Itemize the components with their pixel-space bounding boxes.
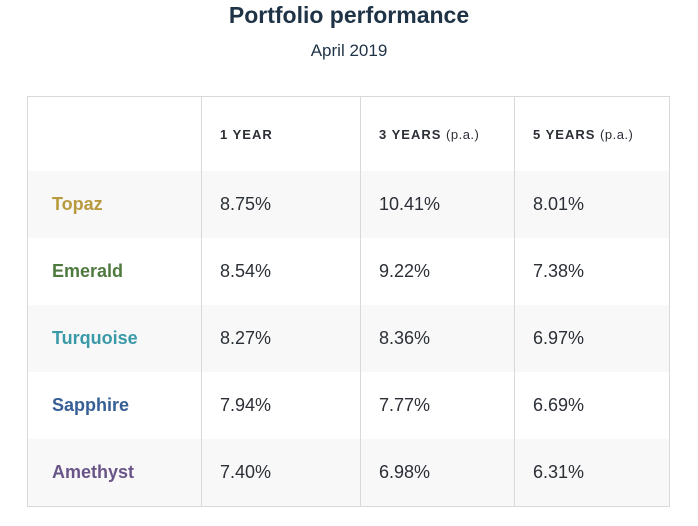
value-5-years: 8.01% bbox=[515, 171, 670, 238]
portfolio-name: Emerald bbox=[28, 238, 202, 305]
value-5-years: 6.97% bbox=[515, 305, 670, 372]
table-header-row: 1 YEAR 3 YEARS (p.a.) 5 YEARS (p.a.) bbox=[28, 97, 670, 172]
performance-table: 1 YEAR 3 YEARS (p.a.) 5 YEARS (p.a.) Top… bbox=[27, 96, 670, 507]
value-1-year: 8.27% bbox=[202, 305, 361, 372]
column-header-1-year: 1 YEAR bbox=[202, 97, 361, 172]
column-header-portfolio bbox=[28, 97, 202, 172]
value-1-year: 8.54% bbox=[202, 238, 361, 305]
value-5-years: 7.38% bbox=[515, 238, 670, 305]
value-5-years: 6.69% bbox=[515, 372, 670, 439]
value-5-years: 6.31% bbox=[515, 439, 670, 507]
portfolio-name: Turquoise bbox=[28, 305, 202, 372]
page-title: Portfolio performance bbox=[0, 2, 698, 29]
table-row: Turquoise 8.27% 8.36% 6.97% bbox=[28, 305, 670, 372]
column-header-3-years: 3 YEARS (p.a.) bbox=[361, 97, 515, 172]
value-3-years: 7.77% bbox=[361, 372, 515, 439]
value-3-years: 9.22% bbox=[361, 238, 515, 305]
value-1-year: 7.40% bbox=[202, 439, 361, 507]
table-row: Emerald 8.54% 9.22% 7.38% bbox=[28, 238, 670, 305]
value-1-year: 8.75% bbox=[202, 171, 361, 238]
column-header-5-years: 5 YEARS (p.a.) bbox=[515, 97, 670, 172]
value-3-years: 8.36% bbox=[361, 305, 515, 372]
value-1-year: 7.94% bbox=[202, 372, 361, 439]
portfolio-name: Sapphire bbox=[28, 372, 202, 439]
portfolio-name: Topaz bbox=[28, 171, 202, 238]
table-row: Amethyst 7.40% 6.98% 6.31% bbox=[28, 439, 670, 507]
portfolio-name: Amethyst bbox=[28, 439, 202, 507]
table-row: Topaz 8.75% 10.41% 8.01% bbox=[28, 171, 670, 238]
value-3-years: 10.41% bbox=[361, 171, 515, 238]
table-row: Sapphire 7.94% 7.77% 6.69% bbox=[28, 372, 670, 439]
value-3-years: 6.98% bbox=[361, 439, 515, 507]
page-subtitle: April 2019 bbox=[0, 41, 698, 61]
